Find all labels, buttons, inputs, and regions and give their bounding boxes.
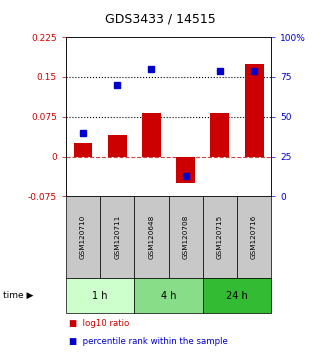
Text: ■  percentile rank within the sample: ■ percentile rank within the sample — [69, 337, 228, 346]
Bar — [74, 143, 92, 156]
Bar — [245, 64, 264, 156]
Text: GSM120708: GSM120708 — [183, 215, 189, 259]
Text: 1 h: 1 h — [92, 291, 108, 301]
Bar — [211, 113, 229, 156]
Text: 24 h: 24 h — [226, 291, 248, 301]
Bar — [108, 135, 126, 156]
Text: GSM120716: GSM120716 — [251, 215, 257, 259]
Text: 4 h: 4 h — [161, 291, 176, 301]
Text: GSM120711: GSM120711 — [114, 215, 120, 259]
Bar — [176, 156, 195, 183]
Text: ■  log10 ratio: ■ log10 ratio — [69, 319, 129, 327]
Text: GSM120710: GSM120710 — [80, 215, 86, 259]
Text: GSM120715: GSM120715 — [217, 215, 223, 259]
Text: GSM120648: GSM120648 — [148, 215, 154, 259]
Bar — [142, 113, 161, 156]
Text: time ▶: time ▶ — [3, 291, 34, 300]
Text: GDS3433 / 14515: GDS3433 / 14515 — [105, 12, 216, 25]
